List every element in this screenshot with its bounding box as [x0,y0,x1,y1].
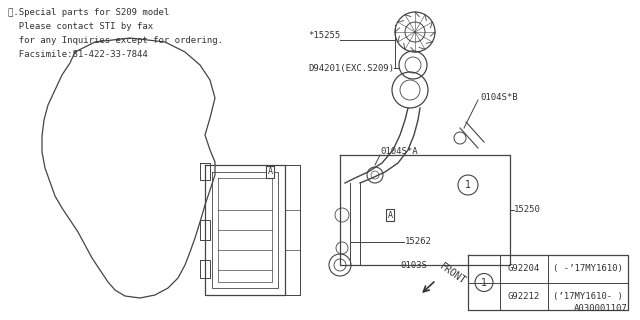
Text: ( -’17MY1610): ( -’17MY1610) [553,264,623,273]
Text: 15250: 15250 [514,205,541,214]
Text: for any Inquiries except for ordering.: for any Inquiries except for ordering. [8,36,223,45]
Text: Please contact STI by fax: Please contact STI by fax [8,22,153,31]
Text: 0104S*A: 0104S*A [380,148,418,156]
Text: FRONT: FRONT [438,261,468,286]
Text: D94201(EXC.S209): D94201(EXC.S209) [308,63,394,73]
Text: A: A [268,167,273,177]
Text: 15262: 15262 [405,237,432,246]
Text: 1: 1 [465,180,471,190]
Text: (’17MY1610- ): (’17MY1610- ) [553,292,623,301]
Text: 0103S: 0103S [400,260,427,269]
Text: A: A [387,211,392,220]
Text: *15255: *15255 [308,31,340,41]
Text: G92212: G92212 [508,292,540,301]
Text: A030001107: A030001107 [574,304,628,313]
Text: Facsimile:81-422-33-7844: Facsimile:81-422-33-7844 [8,50,148,59]
Text: 1: 1 [481,277,487,287]
Text: 0104S*B: 0104S*B [480,93,518,102]
Text: G92204: G92204 [508,264,540,273]
Text: ※.Special parts for S209 model: ※.Special parts for S209 model [8,8,169,17]
